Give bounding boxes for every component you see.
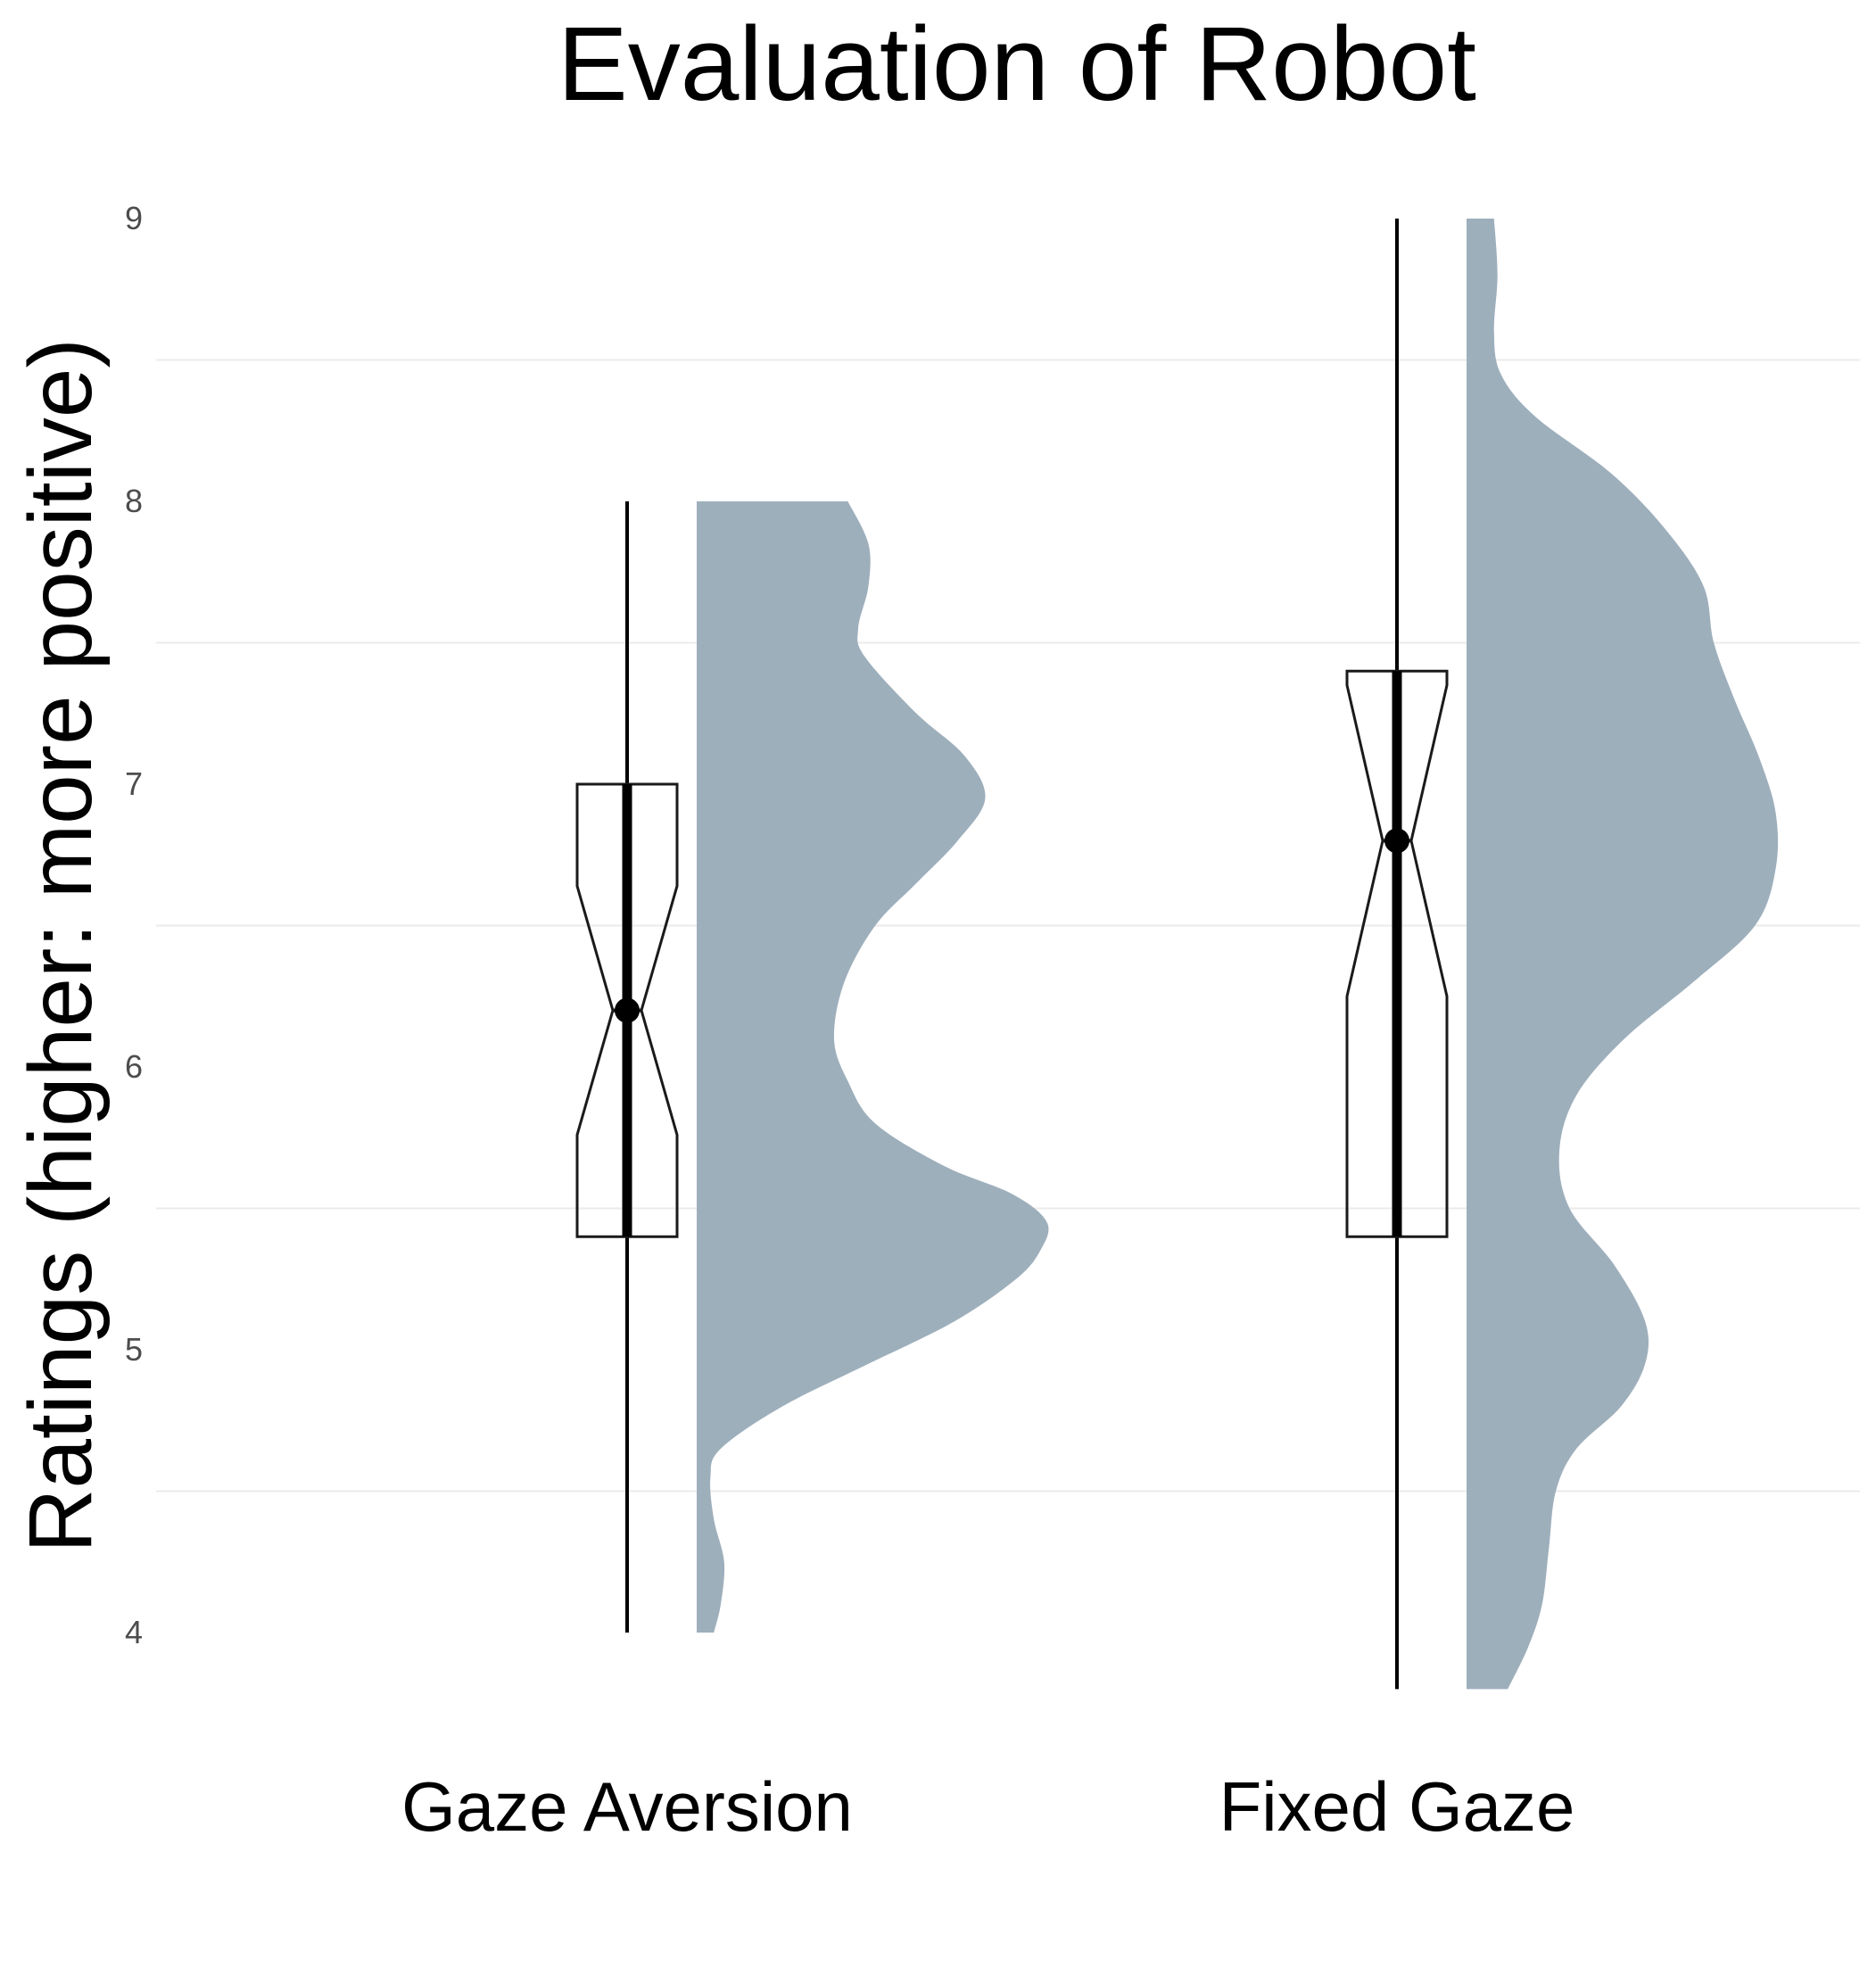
tick-labels: 4 5 6 7 8 9 Gaze Aversion Fixed Gaze (125, 200, 1574, 1846)
summary-point (615, 997, 640, 1023)
violin-fixed-gaze (1467, 219, 1779, 1690)
x-tick-label: Fixed Gaze (1219, 1767, 1575, 1846)
y-tick-label: 7 (125, 765, 143, 802)
violin-gaze-aversion (697, 501, 1049, 1633)
y-tick-label: 6 (125, 1048, 143, 1085)
y-tick-label: 5 (125, 1331, 143, 1368)
y-tick-label: 8 (125, 483, 143, 519)
summary-point (1384, 828, 1409, 854)
violins (697, 219, 1779, 1690)
y-tick-label: 9 (125, 200, 143, 236)
notched-box (575, 782, 679, 1238)
x-tick-label: Gaze Aversion (401, 1767, 853, 1846)
chart-title: Evaluation of Robot (558, 5, 1476, 123)
y-tick-label: 4 (125, 1614, 143, 1650)
y-axis-title: Ratings (higher: more positive) (11, 338, 111, 1553)
notched-box (1345, 669, 1449, 1238)
boxplots (575, 219, 1449, 1690)
